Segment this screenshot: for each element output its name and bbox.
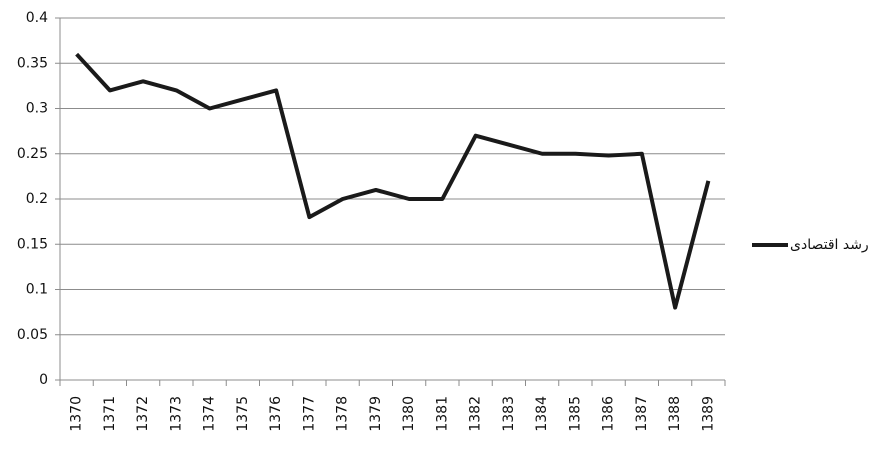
x-tick-label: 1373 [168, 396, 184, 432]
x-tick-label: 1385 [567, 396, 583, 432]
y-tick-label: 0.1 [26, 282, 48, 298]
y-tick-label: 0.2 [26, 191, 48, 207]
x-tick-label: 1380 [401, 396, 417, 432]
x-tick-label: 1370 [69, 396, 85, 432]
x-tick-label: 1378 [335, 396, 351, 432]
x-tick-label: 1386 [601, 396, 617, 432]
y-tick-label: 0.4 [26, 10, 48, 26]
x-tick-label: 1381 [434, 396, 450, 432]
x-tick-label: 1371 [102, 396, 118, 432]
y-tick-label: 0 [39, 372, 48, 388]
x-tick-label: 1389 [700, 396, 716, 432]
x-tick-label: 1374 [202, 396, 218, 432]
x-tick-label: 1379 [368, 396, 384, 432]
y-tick-label: 0.3 [26, 101, 48, 117]
y-tick-label: 0.25 [17, 146, 48, 162]
series-line [75, 52, 711, 310]
x-tick-label: 1382 [468, 396, 484, 432]
y-tick-label: 0.15 [17, 236, 48, 252]
x-tick-label: 1372 [135, 396, 151, 432]
y-tick-label: 0.05 [17, 327, 48, 343]
x-tick-label: 1375 [235, 396, 251, 432]
x-tick-label: 1384 [534, 396, 550, 432]
x-tick-label: 1376 [268, 396, 284, 432]
y-tick-label: 0.35 [17, 55, 48, 71]
legend-label: رشد اقتصادی [790, 237, 869, 253]
x-tick-label: 1388 [667, 396, 683, 432]
x-tick-label: 1387 [634, 396, 650, 432]
x-tick-label: 1377 [301, 396, 317, 432]
x-tick-label: 1383 [501, 396, 517, 432]
